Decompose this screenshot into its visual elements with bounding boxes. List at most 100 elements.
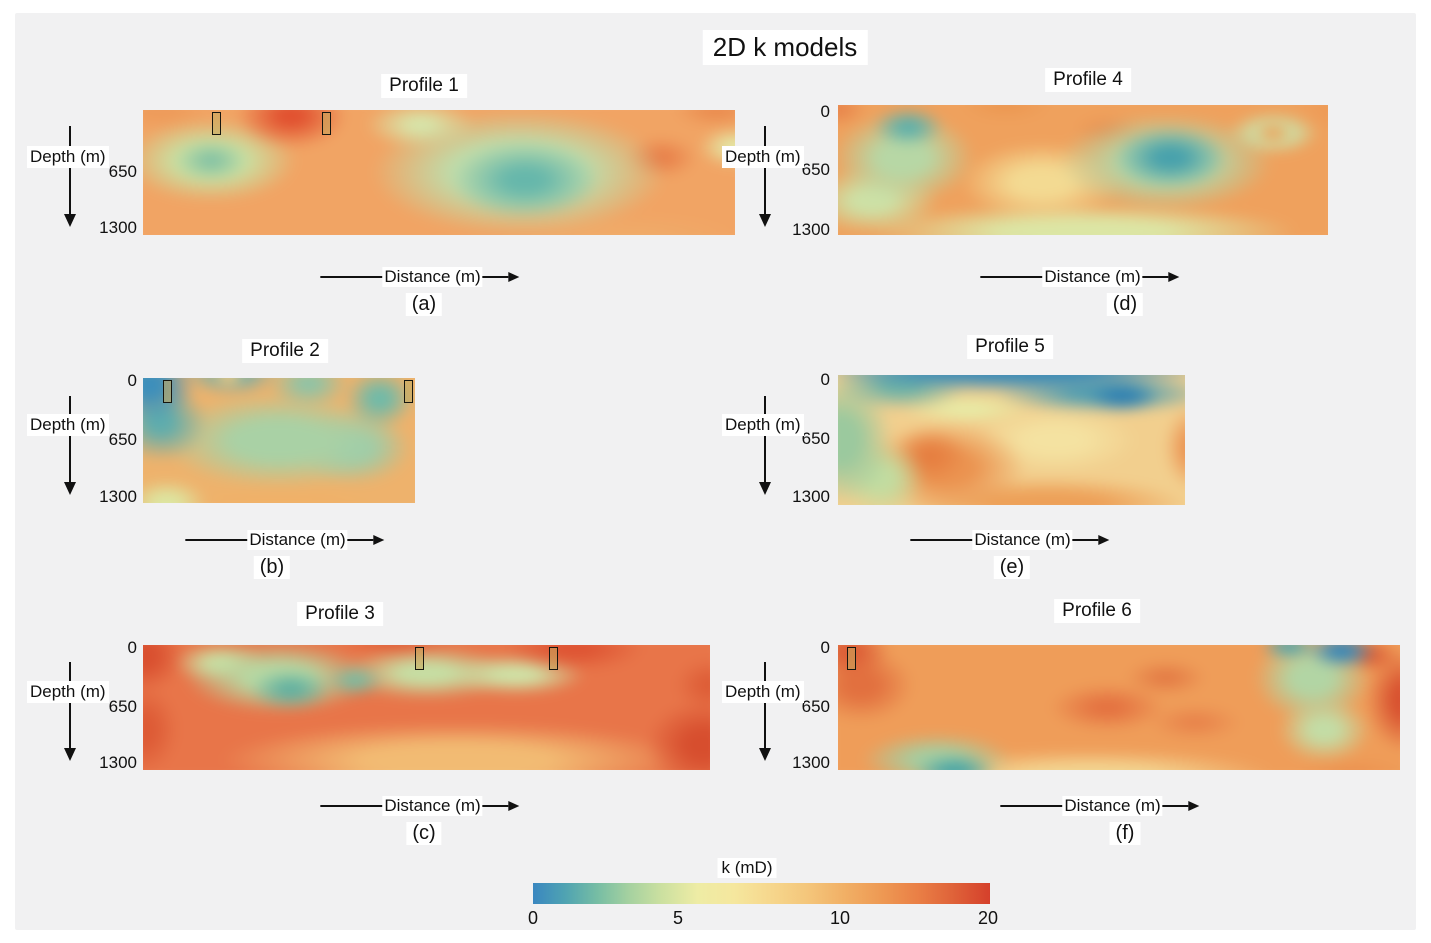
y-tick: 0 xyxy=(127,371,137,390)
panel-caption: (e) xyxy=(993,556,1031,579)
distance-line xyxy=(482,276,509,278)
y-tick: 650 xyxy=(108,162,137,181)
depth-arrow-line xyxy=(69,126,71,216)
heatmap-gradient xyxy=(838,105,1328,235)
colorbar-tick: 10 xyxy=(829,908,851,928)
heatmap-gradient xyxy=(143,378,415,503)
distance-axis-group: Distance (m) xyxy=(185,530,385,550)
colorbar-title: k (mD) xyxy=(717,858,777,878)
distance-line xyxy=(910,539,973,541)
profile-3-heatmap: BH-5 BH-6 0 300 600 900 1200 xyxy=(143,645,710,770)
distance-arrow-icon xyxy=(508,272,520,282)
distance-axis-group: Distance (m) xyxy=(320,267,520,287)
profile-5-title: Profile 5 xyxy=(967,335,1053,359)
panel-caption: (f) xyxy=(1109,822,1141,845)
y-tick: 650 xyxy=(108,697,137,716)
distance-arrow-icon xyxy=(373,535,385,545)
depth-arrow-icon xyxy=(64,482,76,495)
profile-6-heatmap: BH-4 0 300 600 900 1200 xyxy=(838,645,1400,770)
distance-axis-label: Distance (m) xyxy=(382,796,483,816)
y-tick: 0 xyxy=(820,370,830,389)
distance-arrow-icon xyxy=(1168,272,1180,282)
depth-arrow-icon xyxy=(759,482,771,495)
borehole-marker-bh3: BH-3 xyxy=(163,380,173,403)
borehole-marker-bh4: BH-4 xyxy=(846,647,856,670)
profile-1-heatmap: BH-1 BH-2 0 300 600 900 1200 xyxy=(143,110,735,235)
profile-2-title: Profile 2 xyxy=(242,339,328,363)
distance-arrow-icon xyxy=(1188,801,1200,811)
borehole-icon xyxy=(548,647,558,670)
depth-arrow-line xyxy=(69,662,71,750)
panel-caption: (a) xyxy=(405,293,443,316)
distance-axis-group: Distance (m) xyxy=(910,530,1110,550)
colorbar xyxy=(533,883,990,904)
distance-line xyxy=(320,805,383,807)
borehole-icon xyxy=(211,112,221,135)
panel-caption: (d) xyxy=(1106,293,1144,316)
distance-axis-group: Distance (m) xyxy=(980,267,1180,287)
colorbar-tick: 20 xyxy=(977,908,999,928)
depth-arrow-icon xyxy=(759,214,771,227)
profile-4-heatmap: 0 300 600 900 xyxy=(838,105,1328,235)
depth-axis-label: Depth (m) xyxy=(722,681,804,703)
borehole-marker-bh2: BH-2 xyxy=(404,380,414,403)
distance-axis-label: Distance (m) xyxy=(1042,267,1143,287)
distance-line xyxy=(1072,539,1099,541)
y-tick: 1300 xyxy=(99,218,137,237)
borehole-icon xyxy=(404,380,414,403)
y-tick: 650 xyxy=(108,430,137,449)
heatmap-gradient xyxy=(838,645,1400,770)
distance-line xyxy=(980,276,1043,278)
heatmap-gradient xyxy=(143,645,710,770)
distance-line xyxy=(347,539,374,541)
depth-arrow-line xyxy=(764,662,766,750)
borehole-marker-bh2: BH-2 xyxy=(321,112,331,135)
heatmap-gradient xyxy=(143,110,735,235)
borehole-marker-bh6: BH-6 xyxy=(548,647,558,670)
profile-4-title: Profile 4 xyxy=(1045,68,1131,92)
y-tick: 650 xyxy=(801,160,830,179)
distance-line xyxy=(320,276,383,278)
distance-line xyxy=(482,805,509,807)
y-tick: 1300 xyxy=(792,220,830,239)
borehole-icon xyxy=(846,647,856,670)
distance-axis-group: Distance (m) xyxy=(1000,796,1200,816)
colorbar-tick: 5 xyxy=(672,908,684,928)
figure-title: 2D k models xyxy=(702,30,868,65)
profile-6-title: Profile 6 xyxy=(1054,599,1140,623)
y-tick: 0 xyxy=(820,102,830,121)
profile-1-title: Profile 1 xyxy=(381,74,467,98)
borehole-icon xyxy=(415,647,425,670)
distance-axis-label: Distance (m) xyxy=(247,530,348,550)
depth-axis-label: Depth (m) xyxy=(27,146,109,168)
borehole-icon xyxy=(321,112,331,135)
y-tick: 0 xyxy=(127,638,137,657)
profile-3-title: Profile 3 xyxy=(297,602,383,626)
depth-axis-label: Depth (m) xyxy=(722,146,804,168)
distance-line xyxy=(1000,805,1063,807)
panel-caption: (b) xyxy=(253,556,291,579)
distance-axis-label: Distance (m) xyxy=(1062,796,1163,816)
profile-5-heatmap: 0 300 600 xyxy=(838,375,1185,505)
borehole-marker-bh1: BH-1 xyxy=(211,112,221,135)
depth-axis-label: Depth (m) xyxy=(27,681,109,703)
distance-line xyxy=(185,539,248,541)
y-tick: 1300 xyxy=(792,753,830,772)
depth-arrow-icon xyxy=(64,748,76,761)
borehole-marker-bh5: BH-5 xyxy=(415,647,425,670)
panel-caption: (c) xyxy=(406,822,442,845)
depth-axis-label: Depth (m) xyxy=(722,414,804,436)
depth-axis-label: Depth (m) xyxy=(27,414,109,436)
profile-2-heatmap: BH-3 BH-2 0 300 600 xyxy=(143,378,415,503)
y-tick: 650 xyxy=(801,429,830,448)
distance-line xyxy=(1142,276,1169,278)
colorbar-tick: 0 xyxy=(527,908,539,928)
depth-arrow-icon xyxy=(64,214,76,227)
y-tick: 1300 xyxy=(99,753,137,772)
heatmap-gradient xyxy=(838,375,1185,505)
distance-axis-label: Distance (m) xyxy=(972,530,1073,550)
distance-arrow-icon xyxy=(1098,535,1110,545)
distance-axis-group: Distance (m) xyxy=(320,796,520,816)
distance-arrow-icon xyxy=(508,801,520,811)
borehole-icon xyxy=(163,380,173,403)
